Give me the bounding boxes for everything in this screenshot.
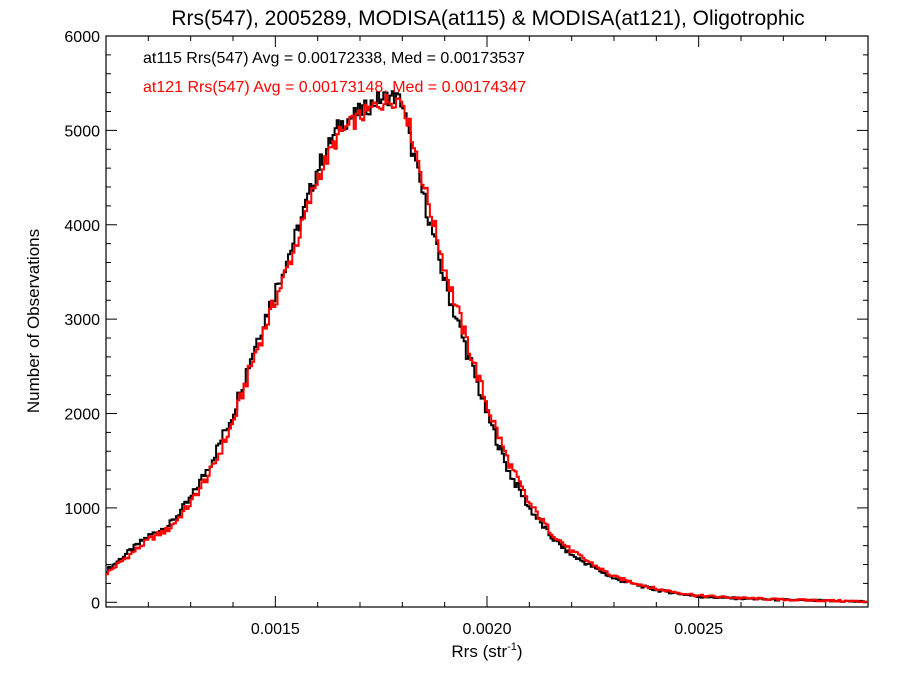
- plot-frame: [105, 35, 869, 608]
- y-axis-label: Number of Observations: [24, 229, 43, 413]
- y-tick-label: 6000: [64, 29, 100, 46]
- y-tick-label: 1000: [64, 501, 100, 518]
- chart-title: Rrs(547), 2005289, MODISA(at115) & MODIS…: [171, 7, 804, 30]
- y-tick-label: 2000: [64, 407, 100, 424]
- x-axis-label-close: ): [517, 642, 523, 661]
- x-axis-label: Rrs (str-1): [451, 641, 522, 661]
- x-tick-label: 0.0020: [463, 621, 512, 638]
- series-line-at121: [106, 94, 868, 603]
- series-line-at115: [106, 90, 868, 604]
- legend-entry-at115: at115 Rrs(547) Avg = 0.00172338, Med = 0…: [143, 50, 525, 67]
- x-tick-label: 0.0025: [674, 621, 723, 638]
- y-tick-label: 3000: [64, 312, 100, 329]
- y-tick-label: 5000: [64, 123, 100, 140]
- y-tick-label: 4000: [64, 218, 100, 235]
- x-tick-label: 0.0015: [251, 621, 300, 638]
- y-tick-label: 0: [91, 595, 100, 612]
- x-axis-label-base: Rrs (str: [451, 642, 507, 661]
- legend-entry-at121: at121 Rrs(547) Avg = 0.00173148, Med = 0…: [143, 79, 526, 96]
- y-axis-ticks: 0 1000 2000 3000 4000 5000 6000: [64, 29, 868, 612]
- series-group: [106, 90, 868, 604]
- x-axis-label-exponent: -1: [507, 641, 517, 653]
- x-axis-ticks: 0.0015 0.0020 0.0025: [147, 36, 827, 638]
